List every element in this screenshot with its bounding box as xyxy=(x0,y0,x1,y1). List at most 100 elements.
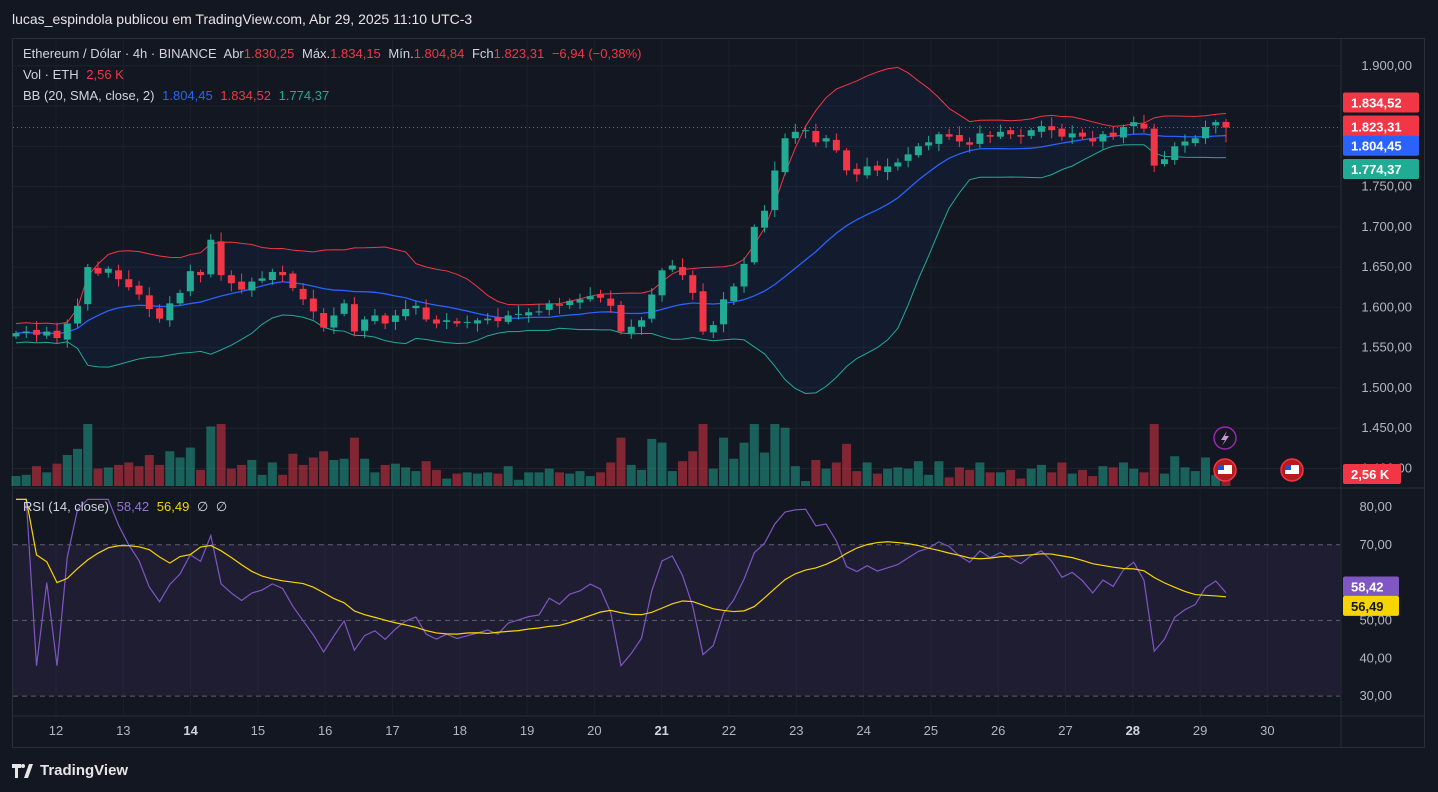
time-tick-label: 26 xyxy=(991,723,1005,738)
candle-body xyxy=(740,263,748,287)
volume-bar xyxy=(698,424,708,486)
symbol-legend[interactable]: Ethereum / Dólar · 4h · BINANCE Abr1.830… xyxy=(23,46,645,61)
candle-body xyxy=(1109,132,1117,137)
candle-body xyxy=(350,304,358,332)
low-value: 1.804,84 xyxy=(413,46,465,61)
candle-body xyxy=(217,241,225,276)
volume-bar xyxy=(155,464,165,486)
time-tick-label: 17 xyxy=(385,723,399,738)
volume-bar xyxy=(872,473,882,486)
volume-bar xyxy=(975,462,985,486)
candle-body xyxy=(1068,133,1076,138)
volume-bar xyxy=(452,473,462,486)
volume-bar xyxy=(1170,456,1180,486)
candle-body xyxy=(658,270,666,296)
candle-body xyxy=(1007,130,1015,135)
candle-body xyxy=(730,286,738,301)
candle-body xyxy=(955,135,963,142)
time-tick-label: 15 xyxy=(251,723,265,738)
volume-bar xyxy=(719,437,729,486)
candle-body xyxy=(63,323,71,340)
candle-body xyxy=(156,308,164,319)
volume-bar xyxy=(288,453,298,486)
bollinger-bands xyxy=(15,66,1227,394)
candle-body xyxy=(607,298,615,306)
candle-body xyxy=(1037,126,1045,132)
basis-badge: 1.804,45 xyxy=(1343,135,1419,156)
candle-body xyxy=(43,331,51,336)
volume-legend[interactable]: Vol · ETH 2,56 K xyxy=(23,67,128,82)
price-tick-label: 1.700,00 xyxy=(1361,219,1412,234)
bb-legend[interactable]: BB (20, SMA, close, 2) 1.804,45 1.834,52… xyxy=(23,88,333,103)
candle-body xyxy=(135,285,143,295)
volume-bar xyxy=(431,469,441,486)
rsi-line xyxy=(16,498,1227,667)
volume-bar xyxy=(1159,473,1169,486)
bb-fill xyxy=(16,67,1226,394)
volume-label: Vol · ETH xyxy=(23,67,79,82)
candle-body xyxy=(422,307,430,320)
time-tick-label: 24 xyxy=(856,723,870,738)
time-tick-label: 29 xyxy=(1193,723,1207,738)
basis-badge-bg xyxy=(1343,135,1419,156)
rsi-tick-label: 50,00 xyxy=(1359,612,1392,627)
candle-body xyxy=(863,166,871,176)
close-value: 1.823,31 xyxy=(493,46,545,61)
candle-body xyxy=(679,267,687,276)
volume-bar xyxy=(862,462,872,486)
volume-bar xyxy=(801,481,811,486)
rsi-label: RSI (14, close) xyxy=(23,499,109,514)
candle-body xyxy=(627,326,635,334)
volume-bar xyxy=(1088,476,1098,486)
rsi-legend[interactable]: RSI (14, close) 58,42 56,49 ∅ ∅ xyxy=(23,499,231,515)
time-tick-label: 16 xyxy=(318,723,332,738)
volume-bar xyxy=(62,455,72,486)
volume-bar xyxy=(893,467,903,486)
candle-body xyxy=(104,268,112,273)
time-tick-label: 27 xyxy=(1058,723,1072,738)
volume-bar xyxy=(257,474,267,486)
time-tick-label: 21 xyxy=(654,723,668,738)
volume-bar xyxy=(1098,466,1108,486)
candle-body xyxy=(781,138,789,173)
candle-body xyxy=(412,305,420,309)
candle-body xyxy=(596,294,604,298)
candle-body xyxy=(330,315,338,328)
candle-body xyxy=(925,142,933,146)
candle-body xyxy=(514,313,522,315)
price-tick-label: 1.500,00 xyxy=(1361,380,1412,395)
volume-bar xyxy=(739,442,749,486)
volume-bar xyxy=(524,472,534,486)
time-tick-label: 23 xyxy=(789,723,803,738)
candle-body xyxy=(279,271,287,276)
volume-badge-bg xyxy=(1343,464,1401,484)
volume-bar xyxy=(554,472,564,486)
volume-bar xyxy=(1006,469,1016,486)
volume-bar xyxy=(678,461,688,486)
lower-band-badge: 1.774,37 xyxy=(1343,158,1419,179)
volume-bar xyxy=(831,462,841,486)
volume-bar xyxy=(411,471,421,486)
volume-bar xyxy=(760,452,770,486)
candle-body xyxy=(1191,138,1199,144)
candle-body xyxy=(145,295,153,310)
candle-body xyxy=(750,226,758,263)
candle-body xyxy=(1048,126,1056,131)
volume-bar xyxy=(1129,468,1139,486)
volume-bar xyxy=(770,424,780,486)
tradingview-brand[interactable]: TradingView xyxy=(12,762,128,779)
volume-bar xyxy=(472,473,482,486)
price-tick-label: 1.750,00 xyxy=(1361,179,1412,194)
candle-body xyxy=(566,300,574,305)
candle-body xyxy=(945,134,953,137)
rsi-tick-label: 30,00 xyxy=(1359,688,1392,703)
volume-bar xyxy=(339,458,349,486)
candle-body xyxy=(186,271,194,292)
time-tick-label: 19 xyxy=(520,723,534,738)
volume-bar xyxy=(1067,473,1077,486)
candle-body xyxy=(1078,132,1086,137)
candle-body xyxy=(289,273,297,289)
candle-body xyxy=(545,303,553,310)
volume-bar xyxy=(780,427,790,486)
